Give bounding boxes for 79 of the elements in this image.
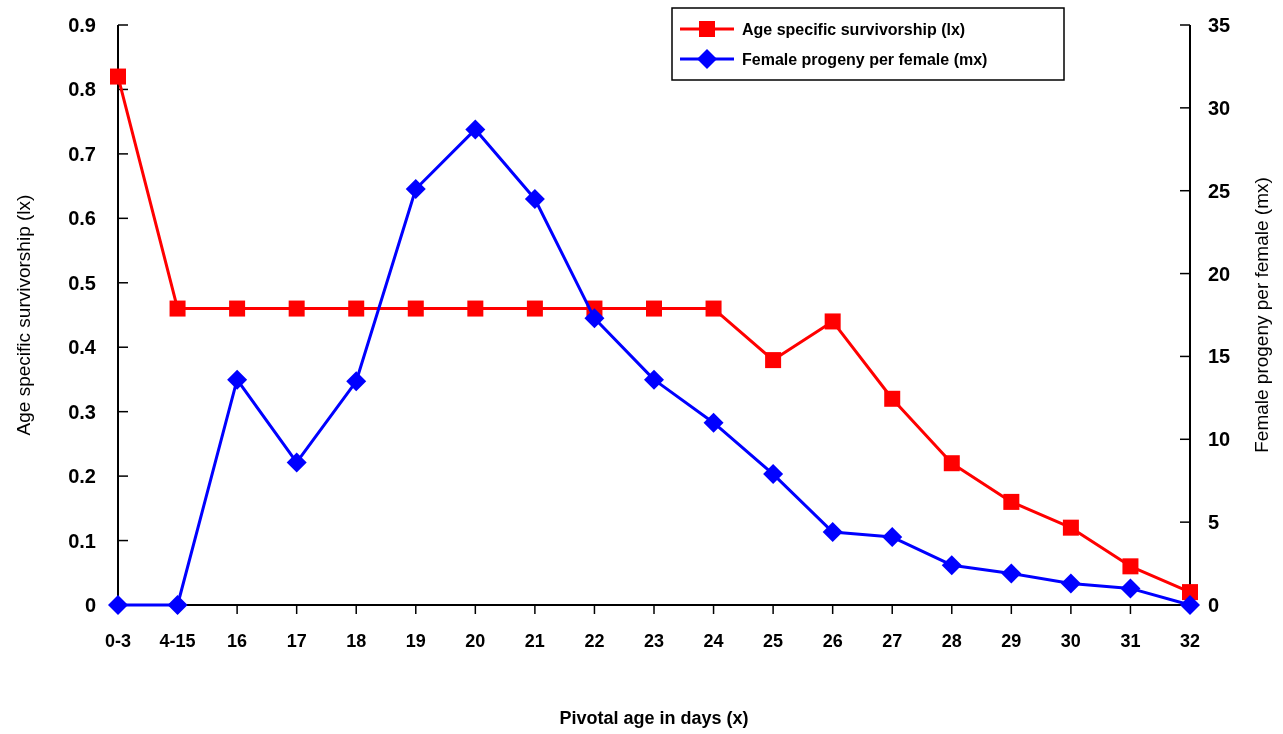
- x-tick-label: 31: [1120, 631, 1141, 651]
- point: [882, 527, 903, 548]
- point: [167, 595, 188, 615]
- point: [644, 369, 664, 390]
- x-tick-label: 18: [346, 631, 367, 651]
- x-tick-label: 16: [227, 631, 248, 651]
- y2-tick-label: 20: [1208, 262, 1231, 285]
- point: [1182, 584, 1198, 601]
- y-axis-title: Age specific survivorship (lx): [13, 194, 34, 436]
- y2-tick-label: 30: [1208, 96, 1231, 119]
- point: [407, 300, 424, 317]
- point: [110, 68, 126, 85]
- x-axis-title: Pivotal age in days (x): [559, 708, 749, 728]
- x-tick-label: 0-3: [104, 631, 132, 651]
- x-tick-label: 32: [1179, 631, 1201, 651]
- y2-tick-label: 0: [1208, 594, 1220, 616]
- x-tick-label: 27: [882, 631, 903, 651]
- point: [884, 390, 901, 407]
- x-tick-label: 26: [822, 631, 843, 651]
- point: [288, 300, 305, 317]
- point: [943, 455, 960, 472]
- y-tick-label: 0.9: [68, 14, 96, 36]
- y-tick-label: 0.8: [68, 78, 96, 101]
- y2-tick-label: 25: [1208, 179, 1231, 202]
- y2-tick-label: 5: [1208, 511, 1220, 534]
- point: [763, 464, 784, 485]
- point: [584, 308, 605, 329]
- y-tick-label: 0.5: [68, 271, 96, 294]
- x-tick-label: 25: [763, 631, 784, 651]
- legend-label: Female progeny per female (mx): [742, 51, 988, 68]
- point: [1003, 493, 1020, 510]
- point: [526, 300, 543, 317]
- y-tick-label: 0.3: [68, 400, 96, 423]
- x-tick-label: 28: [941, 631, 962, 651]
- point: [467, 300, 484, 317]
- point: [1060, 573, 1081, 594]
- legend-label: Age specific survivorship (lx): [742, 21, 966, 38]
- point: [822, 522, 843, 543]
- x-tick-label: 20: [465, 631, 486, 651]
- point: [229, 300, 246, 317]
- x-tick-label: 23: [643, 631, 665, 651]
- point: [346, 371, 367, 392]
- x-tick-label: 30: [1060, 631, 1081, 651]
- y2-tick-label: 10: [1208, 428, 1231, 451]
- point: [705, 300, 722, 317]
- point: [1062, 519, 1079, 536]
- point: [405, 179, 426, 200]
- point: [824, 313, 841, 330]
- point: [524, 189, 545, 209]
- x-tick-label: 4-15: [159, 631, 196, 651]
- y-tick-label: 0.4: [68, 336, 97, 359]
- x-tick-label: 22: [584, 631, 605, 651]
- point: [1180, 595, 1200, 615]
- x-tick-label: 19: [405, 631, 426, 651]
- point: [465, 119, 486, 140]
- y-tick-label: 0.7: [68, 142, 96, 165]
- x-tick-label: 17: [286, 631, 307, 651]
- x-tick-label: 21: [524, 631, 545, 651]
- point: [1122, 558, 1139, 575]
- point: [703, 412, 724, 433]
- x-tick-label: 24: [703, 631, 724, 651]
- y2-tick-label: 35: [1208, 14, 1231, 36]
- point: [941, 555, 962, 576]
- y2-tick-label: 15: [1208, 345, 1231, 368]
- point: [765, 352, 782, 369]
- point: [646, 300, 662, 317]
- y-tick-label: 0.1: [68, 529, 96, 552]
- point: [227, 369, 248, 390]
- y-tick-label: 0.2: [68, 465, 96, 488]
- y2-axis-title: Female progeny per female (mx): [1251, 177, 1272, 453]
- x-tick-label: 29: [1001, 631, 1022, 651]
- point: [348, 300, 365, 317]
- point: [108, 595, 128, 615]
- y-tick-label: 0: [84, 594, 96, 616]
- point: [1120, 578, 1141, 599]
- point: [1001, 563, 1022, 584]
- y-tick-label: 0.6: [68, 207, 96, 230]
- point: [169, 300, 186, 317]
- point: [286, 452, 307, 473]
